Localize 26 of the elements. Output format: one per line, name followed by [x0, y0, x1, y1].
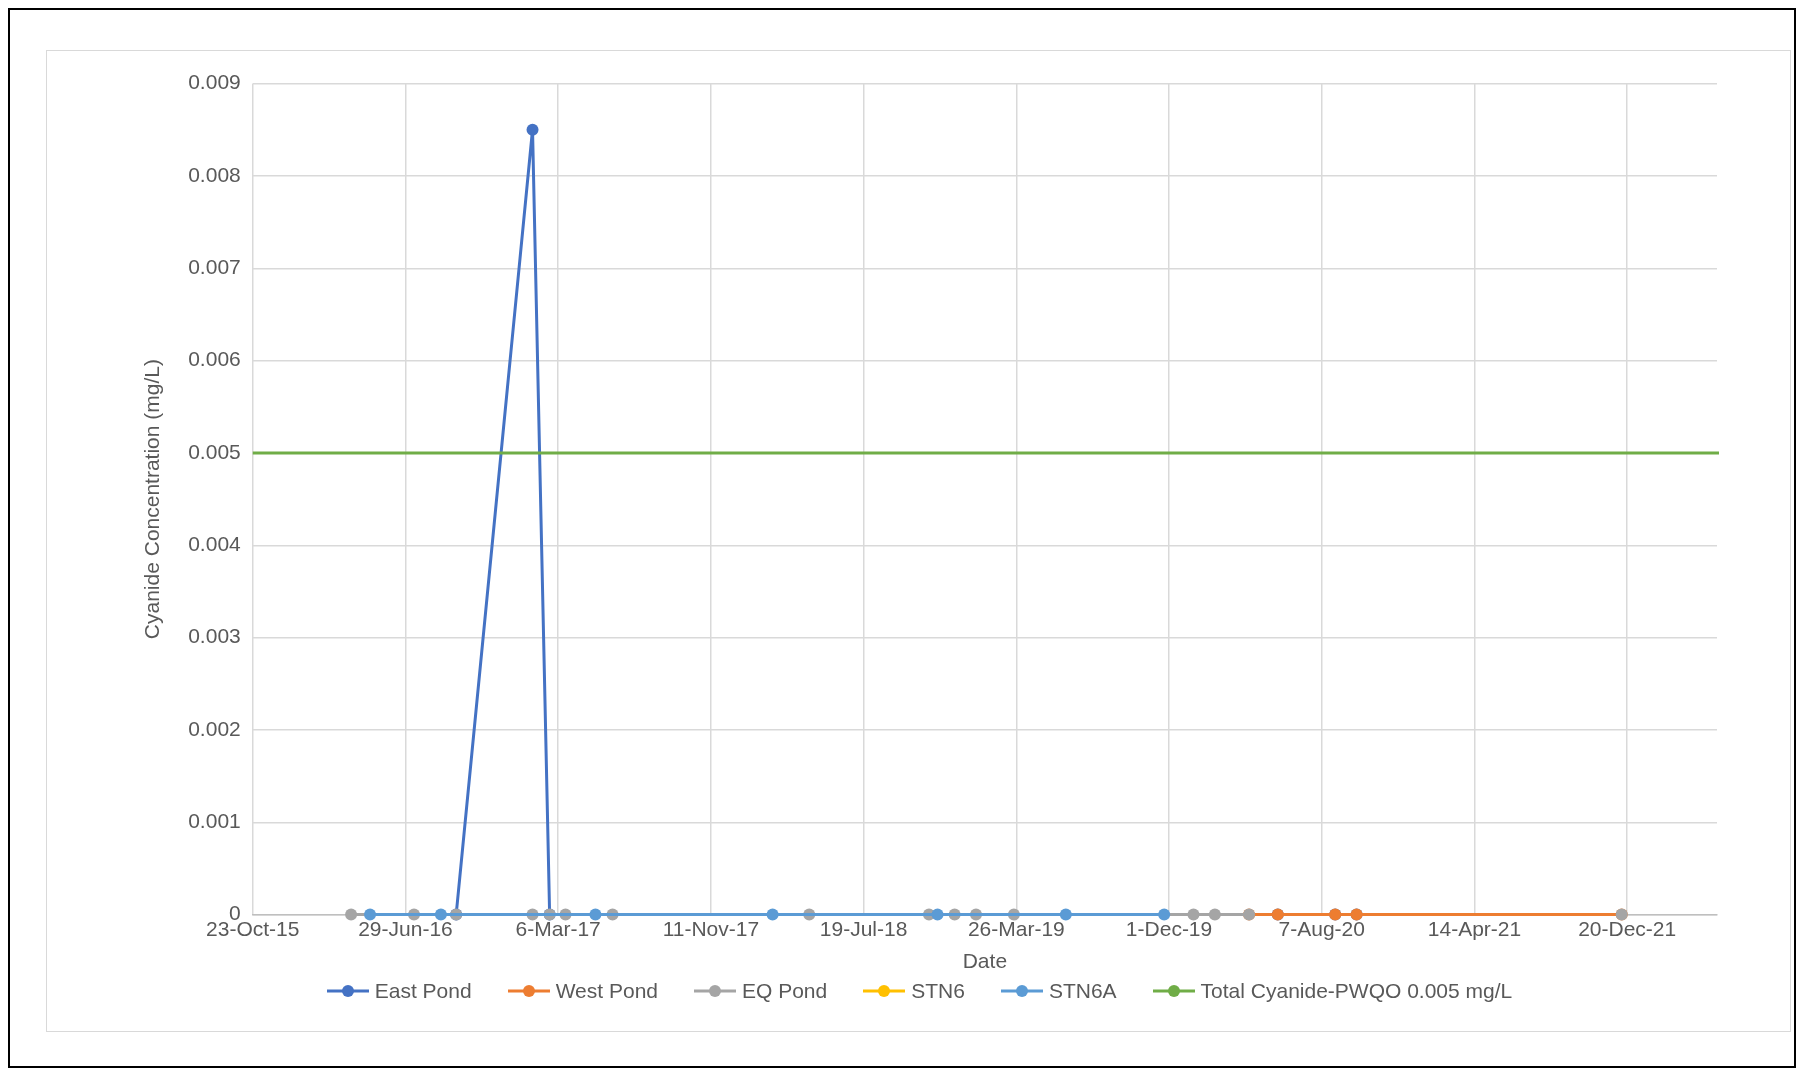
y-tick-label: 0.007 — [188, 255, 241, 279]
y-tick-label: 0.004 — [188, 532, 242, 556]
x-tick-label: 6-Mar-17 — [515, 917, 601, 940]
y-tick-label: 0.001 — [188, 809, 241, 833]
x-tick-label: 20-Dec-21 — [1578, 917, 1677, 940]
y-axis-title: Cyanide Concentration (mg/L) — [140, 359, 164, 640]
y-tick-label: 0.003 — [188, 624, 241, 648]
legend-label: East Pond — [374, 979, 472, 1003]
x-tick-label: 14-Apr-21 — [1427, 917, 1522, 940]
y-tick-label: 0.006 — [188, 347, 241, 371]
x-tick-label: 7-Aug-20 — [1278, 917, 1365, 940]
x-tick-label: 19-Jul-18 — [819, 917, 908, 940]
legend-label: Total Cyanide-PWQO 0.005 mg/L — [1200, 979, 1513, 1003]
y-tick-label: 0.005 — [188, 439, 241, 463]
x-tick-label: 1-Dec-19 — [1125, 917, 1213, 940]
y-tick-label: 0.009 — [188, 70, 241, 94]
y-tick-label: 0.002 — [188, 716, 241, 740]
x-axis-title: Date — [962, 949, 1008, 973]
legend-label: EQ Pond — [742, 979, 828, 1003]
x-tick-label: 11-Nov-17 — [662, 917, 760, 940]
x-tick-label: 29-Jun-16 — [358, 917, 453, 940]
x-tick-label: 26-Mar-19 — [967, 917, 1065, 940]
legend-label: STN6A — [1048, 979, 1117, 1003]
y-tick-label: 0.008 — [188, 162, 241, 186]
legend-label: STN6 — [911, 979, 965, 1003]
legend-label: West Pond — [555, 979, 658, 1003]
